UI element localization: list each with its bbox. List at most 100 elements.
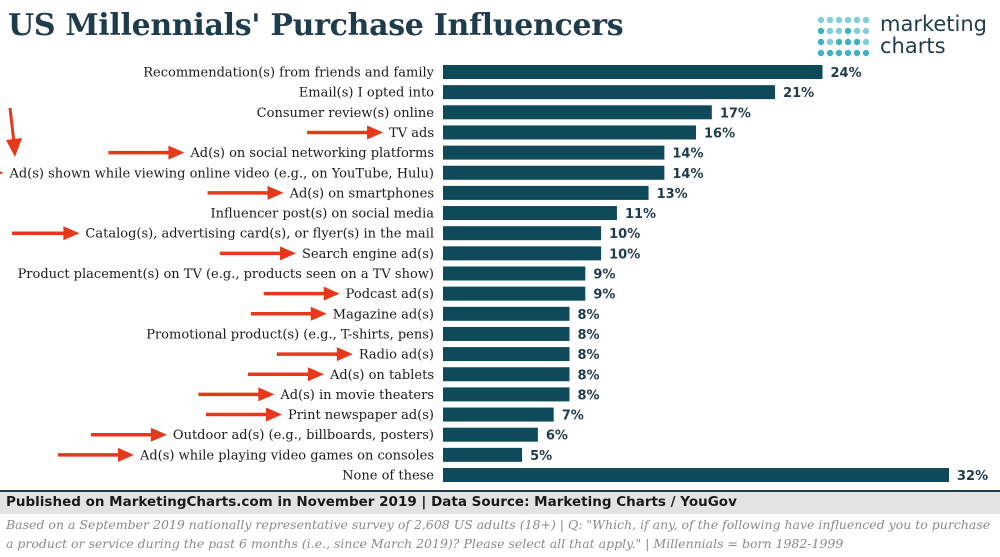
category-label: Recommendation(s) from friends and famil…: [143, 66, 434, 81]
logo-dot: [844, 27, 852, 35]
value-label: 6%: [546, 429, 568, 444]
logo-dot: [844, 16, 852, 24]
bar: [443, 65, 823, 79]
logo-dot: [817, 38, 825, 46]
arrow-icon: [90, 427, 167, 442]
logo-dot: [853, 38, 861, 46]
logo-dot: [817, 16, 825, 24]
category-label: Podcast ad(s): [346, 287, 434, 302]
arrow-icon: [12, 226, 80, 241]
marketing-charts-logo: [815, 12, 1000, 62]
logo-dot: [826, 27, 834, 35]
category-label: Ad(s) on tablets: [329, 368, 434, 383]
arrow-icon: [57, 447, 134, 462]
bar: [443, 145, 665, 160]
survey-note: Based on a September 2019 nationally rep…: [6, 517, 991, 551]
arrow-icon: [247, 367, 324, 382]
arrow-icon: [276, 347, 353, 362]
logo-dot: [835, 49, 843, 57]
arrow-icon: [250, 306, 327, 321]
logo-dots-icon: [817, 16, 870, 57]
value-label: 14%: [672, 167, 703, 182]
value-label: 10%: [609, 247, 640, 262]
logo-dot: [853, 16, 861, 24]
value-label: 7%: [562, 409, 584, 424]
value-label: 21%: [783, 86, 814, 101]
value-label: 13%: [657, 187, 688, 202]
category-label: Product placement(s) on TV (e.g., produc…: [18, 267, 434, 282]
down-arrow-icon: [6, 107, 22, 157]
logo-dot: [835, 16, 843, 24]
bar: [443, 447, 523, 462]
footer-bar: Published on MarketingCharts.com in Nove…: [0, 490, 1000, 514]
chart-title: US Millennials' Purchase Influencers: [8, 8, 624, 43]
logo-dot: [826, 16, 834, 24]
logo-dot: [862, 38, 870, 46]
logo-dot: [853, 27, 861, 35]
value-label: 24%: [831, 66, 862, 81]
bar: [443, 306, 570, 321]
value-label: 14%: [672, 147, 703, 162]
category-label: Consumer review(s) online: [257, 106, 435, 121]
value-label: 8%: [578, 388, 600, 403]
logo-dot: [853, 49, 861, 57]
category-label: None of these: [342, 469, 434, 484]
logo-dot: [862, 16, 870, 24]
bar: [443, 185, 649, 200]
bar: [443, 246, 602, 261]
logo-text-line1: marketing: [880, 12, 987, 36]
value-label: 9%: [593, 288, 615, 303]
bar: [443, 105, 712, 120]
value-label: 8%: [578, 328, 600, 343]
value-label: 11%: [625, 207, 656, 222]
logo-dot: [844, 38, 852, 46]
category-label: Ad(s) on smartphones: [289, 186, 434, 201]
logo-dot: [826, 49, 834, 57]
logo-dot: [844, 49, 852, 57]
arrow-icon: [0, 171, 4, 175]
category-label: Search engine ad(s): [302, 247, 434, 262]
arrow-icon: [205, 407, 282, 422]
category-label: Magazine ad(s): [333, 307, 434, 322]
category-label: Email(s) I opted into: [299, 86, 434, 101]
value-label: 32%: [957, 469, 988, 484]
bar: [443, 326, 570, 341]
arrow-icon: [307, 125, 384, 140]
bar: [443, 387, 570, 402]
bar: [443, 85, 776, 100]
category-label: Radio ad(s): [359, 348, 434, 363]
bar: [443, 347, 570, 362]
category-label: Promotional product(s) (e.g., T-shirts, …: [146, 327, 434, 342]
arrow-icon: [220, 246, 297, 261]
bar: [443, 226, 602, 241]
category-label: Print newspaper ad(s): [288, 408, 434, 423]
bar: [443, 165, 665, 180]
category-label: Outdoor ad(s) (e.g., billboards, posters…: [173, 428, 434, 443]
value-label: 17%: [720, 106, 751, 121]
category-label: TV ads: [389, 126, 434, 141]
bar: [443, 427, 538, 442]
logo-dot: [862, 49, 870, 57]
arrow-icon: [108, 145, 185, 160]
category-label: Catalog(s), advertising card(s), or flye…: [85, 227, 434, 242]
logo-dot: [835, 27, 843, 35]
logo-dot: [817, 49, 825, 57]
bar: [443, 367, 570, 382]
category-label: Influencer post(s) on social media: [211, 207, 435, 222]
value-label: 8%: [578, 368, 600, 383]
value-label: 16%: [704, 126, 735, 141]
category-label: Ad(s) in movie theaters: [279, 388, 434, 403]
logo-dot: [835, 38, 843, 46]
bar: [443, 266, 586, 281]
bar: [443, 468, 949, 482]
bar: [443, 125, 696, 140]
bar: [443, 286, 586, 301]
value-label: 9%: [593, 268, 615, 283]
value-label: 5%: [530, 449, 552, 464]
category-label: Ad(s) on social networking platforms: [189, 146, 434, 161]
logo-dot: [862, 27, 870, 35]
logo-dot: [817, 27, 825, 35]
logo-text-line2: charts: [880, 34, 946, 58]
bar-chart: Recommendation(s) from friends and famil…: [0, 65, 988, 484]
logo-dot: [826, 38, 834, 46]
